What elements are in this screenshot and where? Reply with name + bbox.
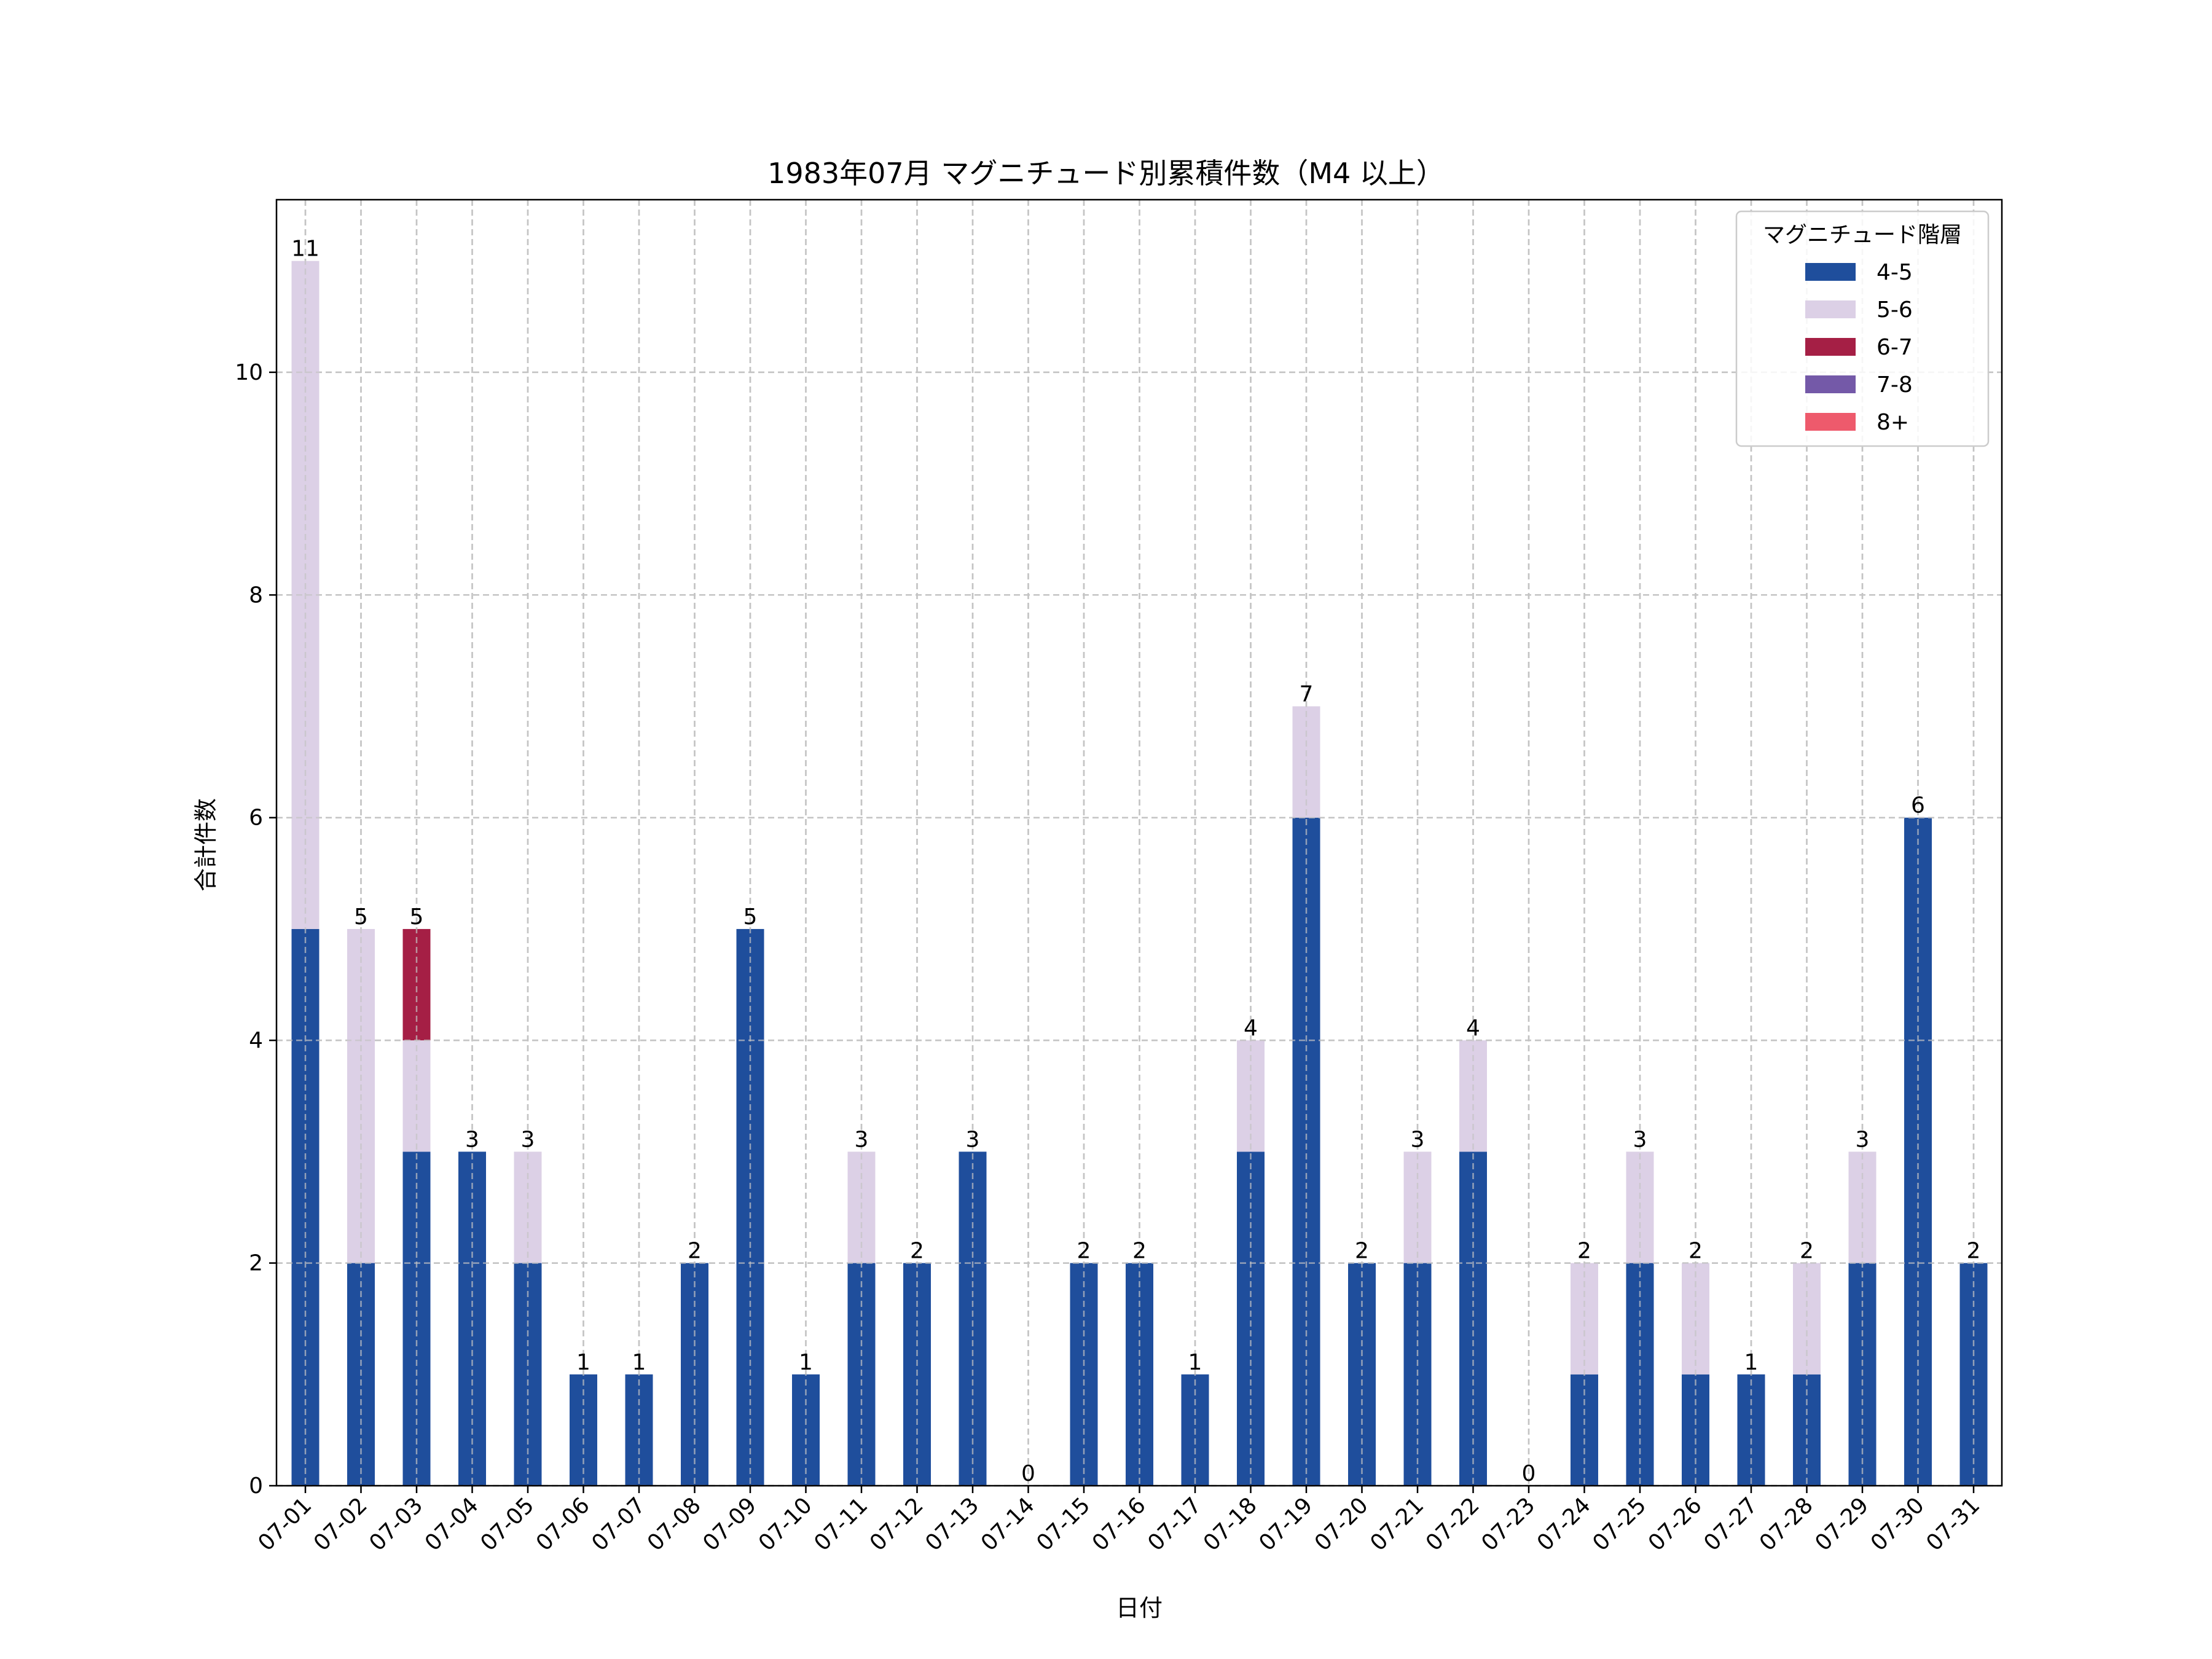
legend-swatch bbox=[1805, 375, 1856, 393]
data-label: 5 bbox=[354, 904, 368, 930]
x-tick-label: 07-17 bbox=[1143, 1492, 1206, 1556]
bar-segment bbox=[959, 1151, 987, 1486]
x-tick-label: 07-08 bbox=[643, 1492, 706, 1556]
data-label: 1 bbox=[576, 1350, 590, 1375]
x-tick-label: 07-22 bbox=[1421, 1492, 1484, 1556]
x-tick-label: 07-02 bbox=[309, 1492, 372, 1556]
data-label: 2 bbox=[1355, 1239, 1369, 1264]
x-tick-label: 07-29 bbox=[1810, 1492, 1873, 1556]
bar-segment bbox=[1571, 1263, 1598, 1375]
chart-title: 1983年07月 マグニチュード別累積件数（M4 以上） bbox=[767, 157, 1445, 190]
x-tick-label: 07-10 bbox=[754, 1492, 817, 1556]
data-label: 7 bbox=[1300, 682, 1314, 707]
x-tick-label: 07-11 bbox=[809, 1492, 873, 1556]
data-label: 3 bbox=[966, 1127, 980, 1152]
y-axis-label: 合計件数 bbox=[192, 798, 219, 892]
data-label: 11 bbox=[291, 237, 320, 262]
x-tick-label: 07-05 bbox=[476, 1492, 539, 1556]
data-label: 0 bbox=[1021, 1461, 1035, 1486]
x-tick-label: 07-20 bbox=[1310, 1492, 1373, 1556]
x-tick-label: 07-18 bbox=[1199, 1492, 1262, 1556]
x-axis-label: 日付 bbox=[1116, 1594, 1163, 1622]
data-label: 3 bbox=[855, 1127, 869, 1152]
legend-swatch bbox=[1805, 413, 1856, 431]
data-label: 1 bbox=[799, 1350, 813, 1375]
data-label: 6 bbox=[1911, 793, 1925, 818]
data-label: 3 bbox=[521, 1127, 535, 1152]
x-tick-label: 07-04 bbox=[420, 1492, 484, 1556]
x-tick-label: 07-27 bbox=[1699, 1492, 1762, 1556]
x-tick-label: 07-03 bbox=[364, 1492, 428, 1556]
x-tick-label: 07-24 bbox=[1532, 1492, 1596, 1556]
data-label: 2 bbox=[1688, 1239, 1703, 1264]
x-tick-label: 07-26 bbox=[1644, 1492, 1707, 1556]
x-tick-label: 07-09 bbox=[698, 1492, 761, 1556]
legend-swatch bbox=[1805, 338, 1856, 356]
legend-swatch bbox=[1805, 300, 1856, 318]
x-tick-label: 07-30 bbox=[1866, 1492, 1929, 1556]
data-label: 0 bbox=[1522, 1461, 1536, 1486]
legend-label: 6-7 bbox=[1877, 335, 1913, 360]
y-tick-label: 8 bbox=[249, 582, 263, 608]
data-label: 2 bbox=[1132, 1239, 1147, 1264]
bar-segment bbox=[1459, 1151, 1487, 1486]
y-ticks: 0 2 4 6 8 10 bbox=[235, 360, 276, 1499]
x-ticks: 07-0107-0207-0307-0407-0507-0607-0707-08… bbox=[253, 1486, 1985, 1556]
data-label: 5 bbox=[743, 904, 758, 930]
bar-segment bbox=[402, 1151, 431, 1486]
x-tick-label: 07-14 bbox=[976, 1492, 1040, 1556]
x-tick-label: 07-23 bbox=[1477, 1492, 1540, 1556]
data-label: 3 bbox=[465, 1127, 479, 1152]
data-label: 2 bbox=[910, 1239, 924, 1264]
x-tick-label: 07-19 bbox=[1254, 1492, 1317, 1556]
legend-label: 7-8 bbox=[1877, 372, 1913, 398]
data-label: 3 bbox=[1411, 1127, 1425, 1152]
x-tick-label: 07-06 bbox=[531, 1492, 595, 1556]
x-tick-label: 07-28 bbox=[1755, 1492, 1818, 1556]
data-label: 5 bbox=[410, 904, 424, 930]
x-tick-label: 07-31 bbox=[1921, 1492, 1985, 1556]
bar-segment bbox=[1682, 1263, 1709, 1375]
legend-label: 5-6 bbox=[1877, 297, 1913, 323]
legend-swatch bbox=[1805, 263, 1856, 281]
y-tick-label: 0 bbox=[249, 1473, 263, 1499]
x-tick-label: 07-15 bbox=[1032, 1492, 1095, 1556]
x-tick-label: 07-21 bbox=[1365, 1492, 1429, 1556]
bar-segment bbox=[402, 928, 431, 1041]
x-tick-label: 07-01 bbox=[253, 1492, 316, 1556]
bar-segment bbox=[458, 1151, 486, 1486]
legend: マグニチュード階層 4-5 5-6 6-7 7-8 8+ bbox=[1735, 210, 1990, 447]
legend-title: マグニチュード階層 bbox=[1763, 222, 1962, 248]
legend-label: 4-5 bbox=[1877, 260, 1913, 285]
y-tick-label: 10 bbox=[235, 360, 263, 385]
data-label: 2 bbox=[1077, 1239, 1091, 1264]
y-tick-label: 2 bbox=[249, 1251, 263, 1276]
legend-label: 8+ bbox=[1877, 410, 1909, 435]
x-tick-label: 07-13 bbox=[920, 1492, 984, 1556]
x-tick-label: 07-16 bbox=[1088, 1492, 1151, 1556]
data-label: 3 bbox=[1633, 1127, 1647, 1152]
x-tick-label: 07-12 bbox=[865, 1492, 928, 1556]
data-label: 2 bbox=[688, 1239, 702, 1264]
data-label: 1 bbox=[1744, 1350, 1759, 1375]
data-label: 4 bbox=[1244, 1016, 1258, 1041]
data-label: 2 bbox=[1577, 1239, 1591, 1264]
x-tick-label: 07-25 bbox=[1588, 1492, 1651, 1556]
y-tick-label: 4 bbox=[249, 1028, 263, 1053]
data-label: 1 bbox=[632, 1350, 646, 1375]
data-label: 2 bbox=[1800, 1239, 1814, 1264]
bar-segment bbox=[1237, 1151, 1265, 1486]
legend-box bbox=[1735, 210, 1990, 447]
data-label: 3 bbox=[1856, 1127, 1870, 1152]
bar-segment bbox=[1793, 1263, 1821, 1375]
y-tick-label: 6 bbox=[249, 806, 263, 831]
x-tick-label: 07-07 bbox=[587, 1492, 650, 1556]
data-label: 4 bbox=[1466, 1016, 1480, 1041]
data-label: 2 bbox=[1967, 1239, 1981, 1264]
data-label: 1 bbox=[1188, 1350, 1202, 1375]
